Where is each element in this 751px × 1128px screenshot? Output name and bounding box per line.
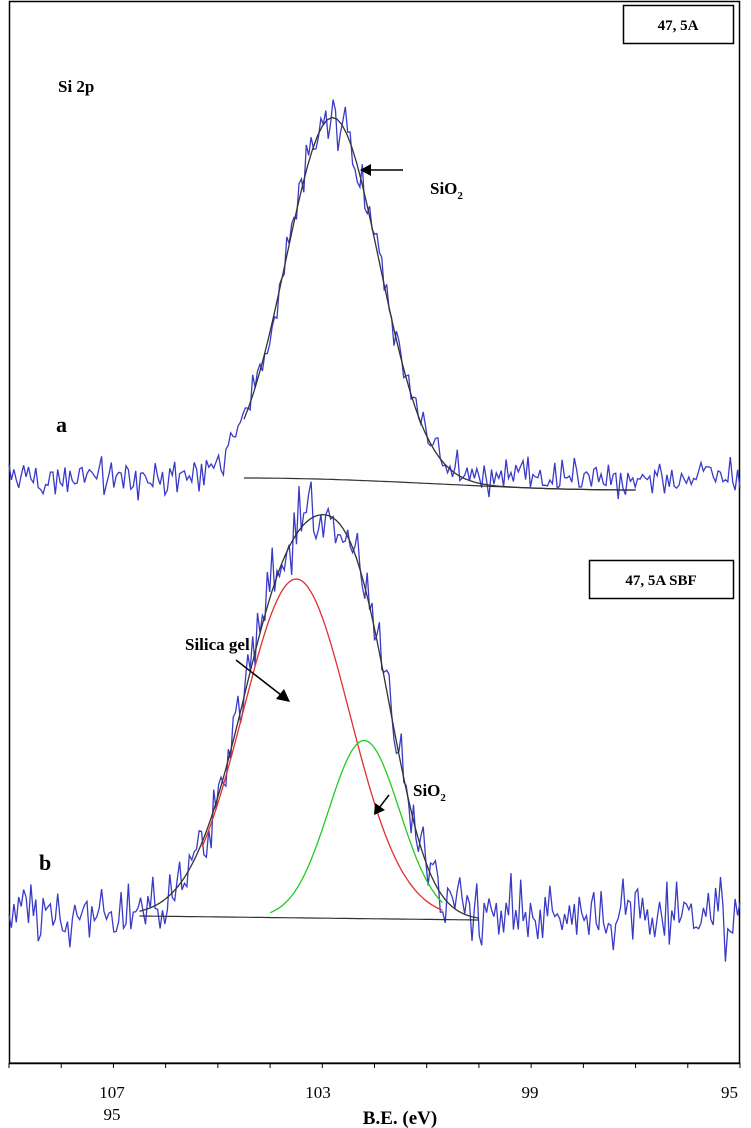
panel-a [8,99,741,501]
panel-label-b: b [39,850,51,875]
arrow-head-silica-gel [276,689,290,702]
annotation-sio2-a: SiO2 [360,164,463,202]
peak-label-silica-gel: Silica gel [185,635,250,654]
panel-label-a: a [56,412,67,437]
peak-label-sio2-a: SiO2 [430,179,463,202]
annotation-sio2-b: SiO2 [374,781,446,815]
panel-b-envelope-fit [139,513,480,919]
x-tick-label: 103 [305,1083,331,1102]
arrow-head-a [360,164,371,176]
x-tick-labels: 107 95 103 99 95 [99,1083,738,1124]
annotation-silica-gel: Silica gel [185,635,290,702]
x-tick-label: 107 [99,1083,125,1102]
panel-b-silica-gel-component [201,578,443,911]
x-tick-label: 95 [104,1105,121,1124]
sample-label-b: 47, 5A SBF [625,573,696,589]
panel-b-sio2-component [269,739,443,914]
x-axis-title: B.E. (eV) [363,1108,437,1128]
x-tick-label: 95 [721,1083,738,1102]
x-axis-minor-ticks [8,1063,741,1068]
panel-b [8,481,741,962]
panel-a-sio2-fit [243,116,636,491]
arrow-head-sio2-b [374,803,385,815]
arrow-line-sio2-b [378,794,390,809]
sample-label-a: 47, 5A [658,18,699,34]
panel-a-background-line [244,477,636,491]
sample-label-box-b [588,559,735,600]
peak-label-sio2-b: SiO2 [413,781,446,804]
arrow-line-silica-gel [235,659,282,696]
element-label: Si 2p [58,77,94,96]
sample-label-box-a [622,4,735,45]
panel-b-raw-spectrum [8,481,741,962]
panel-a-raw-spectrum [8,99,741,501]
panel-b-background-line [139,915,479,921]
x-tick-label: 99 [522,1083,539,1102]
